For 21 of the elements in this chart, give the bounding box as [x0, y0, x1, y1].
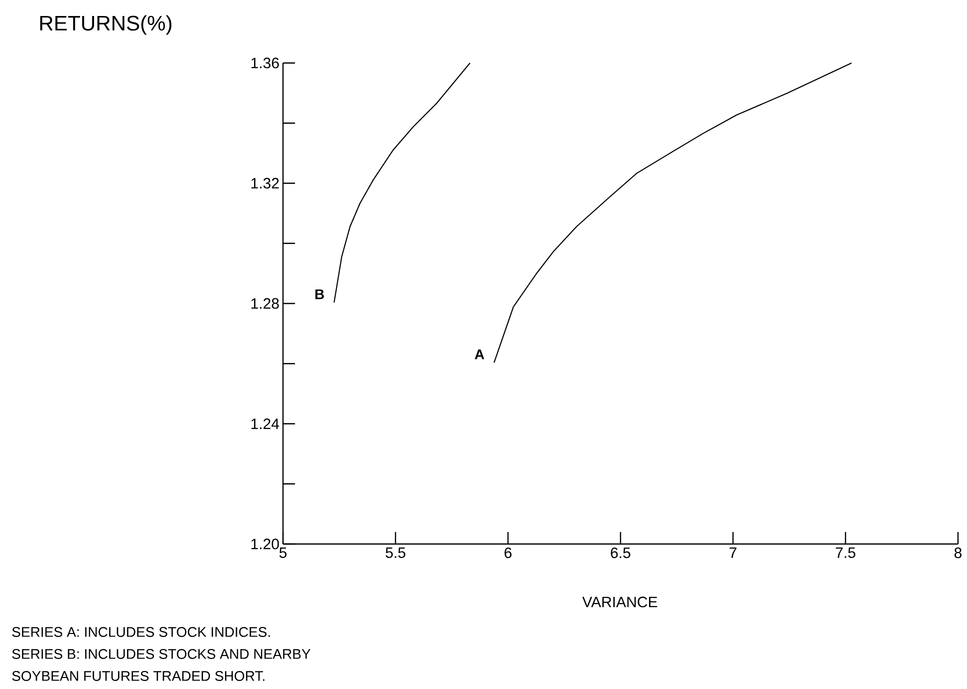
x-tick-label: 8: [954, 548, 962, 558]
text: SOYBEAN FUTURES TRADED SHORT.: [12, 671, 264, 681]
x-axis-title: VARIANCE: [582, 596, 658, 608]
y-tick-label: 1.24: [251, 418, 280, 429]
x-tick-label: 7.5: [836, 548, 856, 558]
text: SERIES A: INCLUDES STOCK INDICES.: [12, 627, 270, 637]
line-series: [334, 62, 471, 304]
y-tick-label: 1.20: [251, 538, 279, 550]
text: SERIES B: INCLUDES STOCKS AND NEARBY: [12, 649, 310, 659]
series-label: A: [474, 350, 484, 360]
y-tick-label: 1.28: [251, 298, 279, 309]
y-tick-label: 1.32: [251, 178, 279, 189]
x-tick-label: 7: [730, 548, 736, 558]
x-tick-label: 5.5: [386, 548, 406, 558]
series-label: B: [315, 289, 324, 300]
y-axis-title: RETURNS(%): [40, 15, 172, 35]
x-tick-label: 5: [279, 548, 287, 558]
x-tick-label: 6.5: [610, 548, 630, 558]
x-tick-label: 6: [504, 548, 512, 558]
y-tick-label: 1.36: [251, 58, 279, 68]
line-series: [494, 62, 852, 364]
